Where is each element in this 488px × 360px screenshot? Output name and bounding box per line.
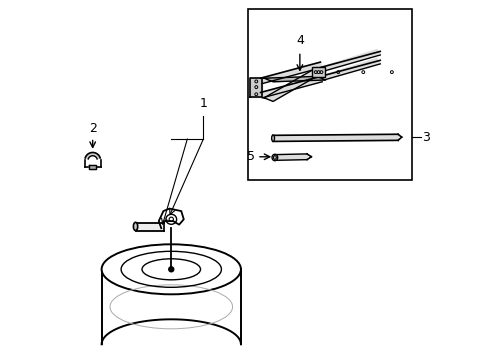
Text: 1: 1 [199, 97, 207, 111]
Ellipse shape [271, 135, 274, 141]
Polygon shape [264, 67, 325, 102]
Polygon shape [260, 76, 322, 98]
Polygon shape [274, 154, 306, 160]
Text: 5: 5 [247, 150, 255, 163]
Circle shape [168, 267, 173, 272]
Polygon shape [249, 78, 262, 97]
Text: 4: 4 [295, 34, 303, 47]
Polygon shape [89, 165, 96, 169]
Polygon shape [320, 59, 380, 80]
Ellipse shape [133, 222, 138, 230]
Polygon shape [260, 62, 322, 84]
Polygon shape [135, 222, 164, 231]
Ellipse shape [102, 244, 241, 294]
Text: 3: 3 [422, 131, 429, 144]
Polygon shape [85, 153, 100, 159]
Ellipse shape [271, 154, 277, 161]
Bar [247, 9, 411, 180]
Polygon shape [320, 50, 380, 71]
Text: 2: 2 [88, 122, 97, 135]
Polygon shape [264, 76, 325, 82]
Polygon shape [272, 134, 397, 141]
Bar [311, 67, 325, 77]
